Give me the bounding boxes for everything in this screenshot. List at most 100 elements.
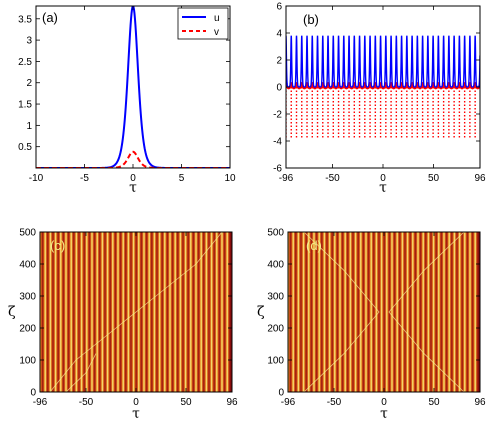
- panel-b-ytick-label: -4: [273, 137, 282, 148]
- panel-d-ylabel: ζ: [257, 304, 265, 320]
- panel-c-ytick-label: 200: [19, 324, 36, 335]
- panel-c-stripe: [131, 232, 137, 392]
- panel-c-ytick-label: 100: [19, 356, 36, 367]
- panel-d-defect-line: [388, 232, 465, 392]
- panel-c-stripe: [99, 232, 105, 392]
- panel-b-plot: [286, 35, 480, 139]
- panel-d-stripe: [373, 232, 379, 392]
- panel-c-stripe: [157, 232, 163, 392]
- panel-d-stripe: [321, 232, 327, 392]
- panel-a-ytick-label: 0.5: [18, 142, 32, 153]
- panel-d-stripe: [288, 232, 291, 392]
- panel-d-stripe: [399, 232, 405, 392]
- panel-c-stripe: [188, 232, 194, 392]
- panel-d-stripe: [451, 232, 457, 392]
- panel-d-frame: [287, 231, 481, 393]
- panel-d-ytick-label: 0: [278, 388, 284, 399]
- panel-d-stripe: [347, 232, 353, 392]
- panel-c-stripe: [68, 232, 74, 392]
- panel-c-stripe: [214, 232, 220, 392]
- panel-c-stripe: [94, 232, 100, 392]
- panel-d-stripe: [358, 232, 364, 392]
- panel-b-xtick-label: -50: [325, 173, 340, 184]
- panel-d-xtick-label: 96: [474, 397, 486, 408]
- panel-d-stripe: [425, 232, 431, 392]
- panel-b-xtick-label: -96: [279, 173, 294, 184]
- panel-d-stripe: [441, 232, 447, 392]
- panel-d-ytick-label: 500: [267, 228, 284, 239]
- panel-c-label: (c): [50, 238, 65, 253]
- panel-c-xtick-label: -96: [33, 397, 48, 408]
- panel-b-ytick-label: -6: [273, 164, 282, 175]
- panel-c-xlabel: τ: [132, 406, 140, 422]
- panel-d-stripe: [337, 232, 343, 392]
- panel-d-stripe: [446, 232, 452, 392]
- panel-d-stripe: [327, 232, 333, 392]
- panel-a-label: (a): [42, 10, 58, 25]
- panel-d-stripe: [457, 232, 463, 392]
- panel-d-stripe: [384, 232, 390, 392]
- panel-d-stripe: [342, 232, 348, 392]
- panel-a-xtick-label: 5: [179, 173, 185, 184]
- panel-d-stripe: [415, 232, 421, 392]
- panel-c-xtick-label: 50: [180, 397, 192, 408]
- panel-c-plot: [40, 232, 232, 392]
- panel-b-ytick-label: -2: [273, 110, 282, 121]
- panel-d-stripe: [368, 232, 374, 392]
- panel-d-ytick-label: 400: [267, 260, 284, 271]
- panel-a-frame: [35, 5, 231, 169]
- panel-c-ytick-label: 400: [19, 260, 36, 271]
- panel-d-xtick-label: -50: [327, 397, 342, 408]
- legend-v-label: v: [214, 27, 219, 38]
- panel-d-stripe: [363, 232, 369, 392]
- panel-d-xtick-label: -96: [281, 397, 296, 408]
- panel-b-ytick-label: 2: [276, 56, 282, 67]
- panel-c-stripe: [63, 232, 69, 392]
- panel-a-v-curve: [36, 150, 230, 168]
- panel-c-stripe: [219, 232, 225, 392]
- panel-b-u-curve: [286, 35, 480, 88]
- panel-d-stripe: [316, 232, 322, 392]
- panel-d-defect-line: [303, 232, 380, 392]
- panel-b-ytick-label: 4: [276, 29, 282, 40]
- panel-d-xtick-label: 0: [381, 397, 387, 408]
- panel-c-stripe: [53, 232, 59, 392]
- panel-c-stripe: [146, 232, 152, 392]
- panel-c-stripe: [47, 232, 53, 392]
- panel-c-stripe: [162, 232, 168, 392]
- panel-d-stripe: [410, 232, 416, 392]
- panel-c-stripe: [42, 232, 48, 392]
- panel-c-stripe: [115, 232, 121, 392]
- panel-c-stripe: [151, 232, 157, 392]
- panel-b-ytick-label: 6: [276, 2, 282, 13]
- panel-c-stripe: [177, 232, 183, 392]
- panel-c-stripe: [40, 232, 43, 392]
- panel-c-ylabel: ζ: [8, 304, 16, 320]
- legend-u-label: u: [214, 13, 220, 24]
- panel-b-xtick-label: 96: [474, 173, 486, 184]
- panel-d-stripe: [389, 232, 395, 392]
- panel-d-label: (d): [306, 238, 322, 253]
- panel-c-stripe: [58, 232, 64, 392]
- legend-box: [177, 7, 229, 40]
- panel-d-stripe: [306, 232, 312, 392]
- panel-d-stripe: [353, 232, 359, 392]
- panel-b-label: (b): [303, 12, 319, 27]
- panel-c-ytick-label: 0: [30, 388, 36, 399]
- panel-d: -96 -50 0 50 96 0 100 200 300 400 500 (d) τ ζ: [257, 228, 486, 423]
- panel-b: -96 -50 0 50 96 -6 -4 -2 0 2 4 6 (b) τ: [273, 2, 486, 197]
- panel-c: -96 -50 0 50 96 0 100 200 300 400 500 (c) τ ζ: [8, 228, 238, 423]
- panel-d-stripe: [332, 232, 338, 392]
- panel-c-stripe: [224, 232, 230, 392]
- panel-a-ytick-label: 3.5: [18, 14, 32, 25]
- panel-a-xtick-label: -5: [80, 173, 89, 184]
- panel-c-stripe: [84, 232, 90, 392]
- panel-a-xtick-label: 10: [224, 173, 236, 184]
- panel-c-stripe: [141, 232, 147, 392]
- panel-d-xtick-label: 50: [428, 397, 440, 408]
- panel-c-xtick-label: -50: [79, 397, 94, 408]
- panel-d-ytick-label: 300: [267, 292, 284, 303]
- panel-c-stripe: [183, 232, 189, 392]
- panel-c-xtick-label: 96: [226, 397, 238, 408]
- panel-b-xtick-label: 50: [428, 173, 440, 184]
